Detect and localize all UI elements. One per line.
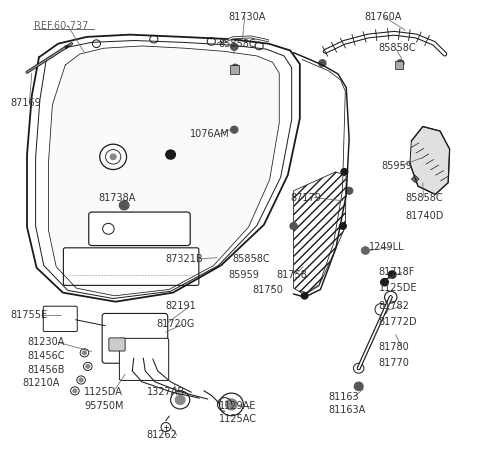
FancyBboxPatch shape — [89, 212, 190, 246]
Text: 81163: 81163 — [328, 392, 359, 402]
Circle shape — [231, 126, 238, 133]
Circle shape — [381, 279, 388, 286]
Text: 81163A: 81163A — [328, 405, 366, 415]
Polygon shape — [410, 127, 450, 194]
Text: REF.60-737: REF.60-737 — [34, 20, 89, 30]
Text: 81456B: 81456B — [27, 365, 64, 375]
Text: 85858C: 85858C — [379, 43, 417, 53]
Circle shape — [339, 223, 346, 229]
Circle shape — [73, 389, 77, 393]
Circle shape — [226, 399, 237, 410]
Text: 1125DE: 1125DE — [379, 283, 417, 293]
Circle shape — [354, 382, 363, 390]
Circle shape — [83, 351, 86, 355]
Text: 87321B: 87321B — [166, 254, 204, 264]
Text: 95750M: 95750M — [84, 401, 124, 411]
Circle shape — [397, 60, 404, 67]
Text: 1125AC: 1125AC — [218, 415, 256, 424]
Text: 82191: 82191 — [166, 301, 197, 311]
Circle shape — [166, 150, 175, 159]
FancyBboxPatch shape — [102, 313, 168, 363]
Circle shape — [120, 201, 129, 210]
Circle shape — [319, 60, 326, 67]
FancyBboxPatch shape — [120, 338, 168, 380]
Circle shape — [388, 271, 396, 278]
Text: 81755E: 81755E — [10, 310, 48, 320]
Text: 81456C: 81456C — [27, 351, 64, 361]
Circle shape — [361, 247, 369, 254]
Polygon shape — [48, 46, 279, 296]
Text: 81718F: 81718F — [379, 267, 415, 277]
Circle shape — [290, 223, 297, 229]
Text: 1129AE: 1129AE — [218, 401, 256, 411]
FancyBboxPatch shape — [43, 306, 77, 331]
Text: 81740D: 81740D — [405, 211, 444, 221]
Text: 81760A: 81760A — [364, 11, 402, 21]
FancyBboxPatch shape — [395, 61, 403, 69]
Text: 81230A: 81230A — [27, 337, 64, 347]
Text: 81750: 81750 — [252, 286, 283, 296]
FancyBboxPatch shape — [230, 65, 239, 74]
Circle shape — [231, 44, 238, 50]
Text: 81720G: 81720G — [156, 319, 194, 329]
Text: 1249LL: 1249LL — [369, 242, 405, 252]
Text: 1327AB: 1327AB — [147, 387, 185, 397]
Circle shape — [110, 154, 116, 159]
Polygon shape — [294, 172, 346, 295]
Circle shape — [86, 365, 90, 368]
Text: 81730A: 81730A — [228, 11, 265, 21]
Text: 87179: 87179 — [290, 192, 321, 202]
Text: 81758: 81758 — [276, 270, 307, 280]
Text: 81738A: 81738A — [99, 192, 136, 202]
Circle shape — [175, 395, 185, 405]
Text: 81780: 81780 — [379, 342, 409, 352]
Polygon shape — [411, 175, 419, 183]
Text: 85858C: 85858C — [405, 192, 443, 202]
Text: 85959: 85959 — [381, 161, 412, 171]
Text: 85858C: 85858C — [233, 254, 270, 264]
Circle shape — [79, 378, 83, 382]
FancyBboxPatch shape — [109, 338, 125, 351]
Circle shape — [232, 64, 239, 71]
Text: 85959: 85959 — [228, 270, 259, 280]
Text: 81210A: 81210A — [22, 378, 60, 388]
Text: 85858C: 85858C — [218, 39, 256, 49]
Text: 87169: 87169 — [10, 98, 41, 108]
Circle shape — [341, 168, 348, 175]
Text: 81262: 81262 — [147, 430, 178, 440]
Circle shape — [346, 188, 353, 194]
Text: 81782: 81782 — [379, 301, 409, 311]
Circle shape — [301, 293, 308, 299]
FancyBboxPatch shape — [63, 248, 199, 286]
Text: 81772D: 81772D — [379, 317, 418, 327]
Text: 1125DA: 1125DA — [84, 387, 123, 397]
Text: 1076AM: 1076AM — [190, 129, 229, 139]
Text: 81770: 81770 — [379, 358, 409, 368]
